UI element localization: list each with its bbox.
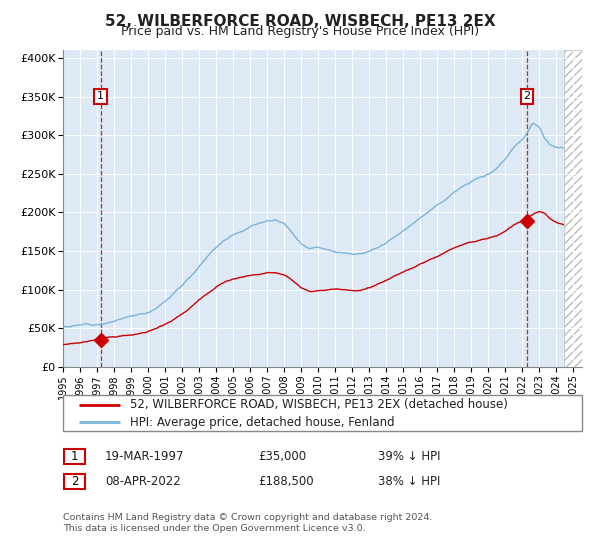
Text: 2: 2 bbox=[523, 91, 530, 101]
Text: This data is licensed under the Open Government Licence v3.0.: This data is licensed under the Open Gov… bbox=[63, 524, 365, 533]
Text: 38% ↓ HPI: 38% ↓ HPI bbox=[378, 475, 440, 488]
Text: 52, WILBERFORCE ROAD, WISBECH, PE13 2EX: 52, WILBERFORCE ROAD, WISBECH, PE13 2EX bbox=[104, 14, 496, 29]
Text: £188,500: £188,500 bbox=[258, 475, 314, 488]
Bar bbox=[563, 50, 582, 367]
Text: 2: 2 bbox=[71, 475, 78, 488]
Text: Contains HM Land Registry data © Crown copyright and database right 2024.: Contains HM Land Registry data © Crown c… bbox=[63, 513, 433, 522]
Text: 08-APR-2022: 08-APR-2022 bbox=[105, 475, 181, 488]
Text: HPI: Average price, detached house, Fenland: HPI: Average price, detached house, Fenl… bbox=[130, 416, 395, 428]
Text: 19-MAR-1997: 19-MAR-1997 bbox=[105, 450, 185, 463]
Text: 1: 1 bbox=[71, 450, 78, 463]
Text: £35,000: £35,000 bbox=[258, 450, 306, 463]
FancyBboxPatch shape bbox=[63, 395, 582, 431]
Text: 39% ↓ HPI: 39% ↓ HPI bbox=[378, 450, 440, 463]
Text: 1: 1 bbox=[97, 91, 104, 101]
Text: 52, WILBERFORCE ROAD, WISBECH, PE13 2EX (detached house): 52, WILBERFORCE ROAD, WISBECH, PE13 2EX … bbox=[130, 399, 508, 412]
FancyBboxPatch shape bbox=[64, 474, 85, 489]
Text: Price paid vs. HM Land Registry's House Price Index (HPI): Price paid vs. HM Land Registry's House … bbox=[121, 25, 479, 38]
FancyBboxPatch shape bbox=[64, 449, 85, 464]
